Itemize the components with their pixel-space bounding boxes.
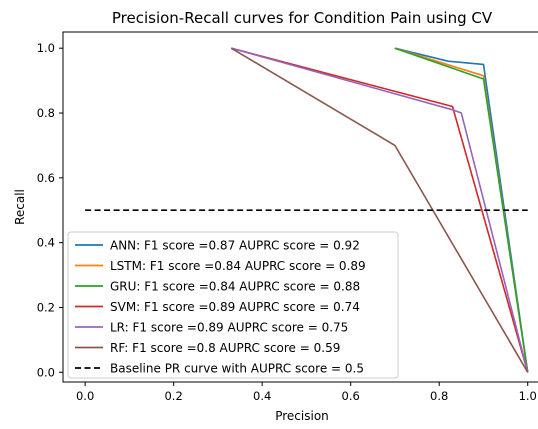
series-line <box>230 47 529 373</box>
y-tick-label: 0.8 <box>37 106 55 120</box>
x-tick-label: 0.0 <box>76 389 94 403</box>
series-line <box>394 47 529 373</box>
legend-entry-label: RF: F1 score =0.8 AUPRC score = 0.59 <box>110 341 340 355</box>
legend-entry-label: SVM: F1 score =0.89 AUPRC score = 0.74 <box>110 300 360 314</box>
y-tick-label: 0.0 <box>37 365 55 379</box>
legend: ANN: F1 score =0.87 AUPRC score = 0.92 LS… <box>67 231 399 379</box>
x-tick-label: 0.2 <box>164 389 182 403</box>
series-line <box>230 47 529 373</box>
x-tick-label: 0.6 <box>342 389 360 403</box>
legend-entry-label: LSTM: F1 score =0.84 AUPRC score = 0.89 <box>110 259 366 273</box>
legend-items: ANN: F1 score =0.87 AUPRC score = 0.92 LS… <box>75 239 366 376</box>
chart-title: Precision-Recall curves for Condition Pa… <box>112 9 493 27</box>
x-tick-label: 0.4 <box>253 389 271 403</box>
y-tick-label: 0.6 <box>37 171 55 185</box>
legend-entry-label: Baseline PR curve with AUPRC score = 0.5 <box>110 362 364 376</box>
y-tick-label: 0.2 <box>37 300 55 314</box>
legend-entry-label: LR: F1 score =0.89 AUPRC score = 0.75 <box>110 321 348 335</box>
series-line <box>394 47 529 373</box>
plot-frame <box>62 31 538 383</box>
y-tick-label: 0.4 <box>37 236 55 250</box>
legend-entry-label: ANN: F1 score =0.87 AUPRC score = 0.92 <box>110 239 360 253</box>
y-axis-label: Recall <box>13 189 27 225</box>
y-axis-ticks: 0.0 0.2 0.4 0.6 0.8 1.0 <box>37 41 63 379</box>
x-tick-label: 0.8 <box>430 389 448 403</box>
x-axis-ticks: 0.0 0.2 0.4 0.6 0.8 1.0 <box>76 382 537 403</box>
series-layer <box>85 47 529 373</box>
y-tick-label: 1.0 <box>37 41 55 55</box>
x-axis-label: Precision <box>275 409 329 423</box>
x-tick-label: 1.0 <box>519 389 537 403</box>
legend-box <box>67 231 399 379</box>
legend-entry-label: GRU: F1 score =0.84 AUPRC score = 0.88 <box>110 280 360 294</box>
series-line <box>230 47 529 373</box>
